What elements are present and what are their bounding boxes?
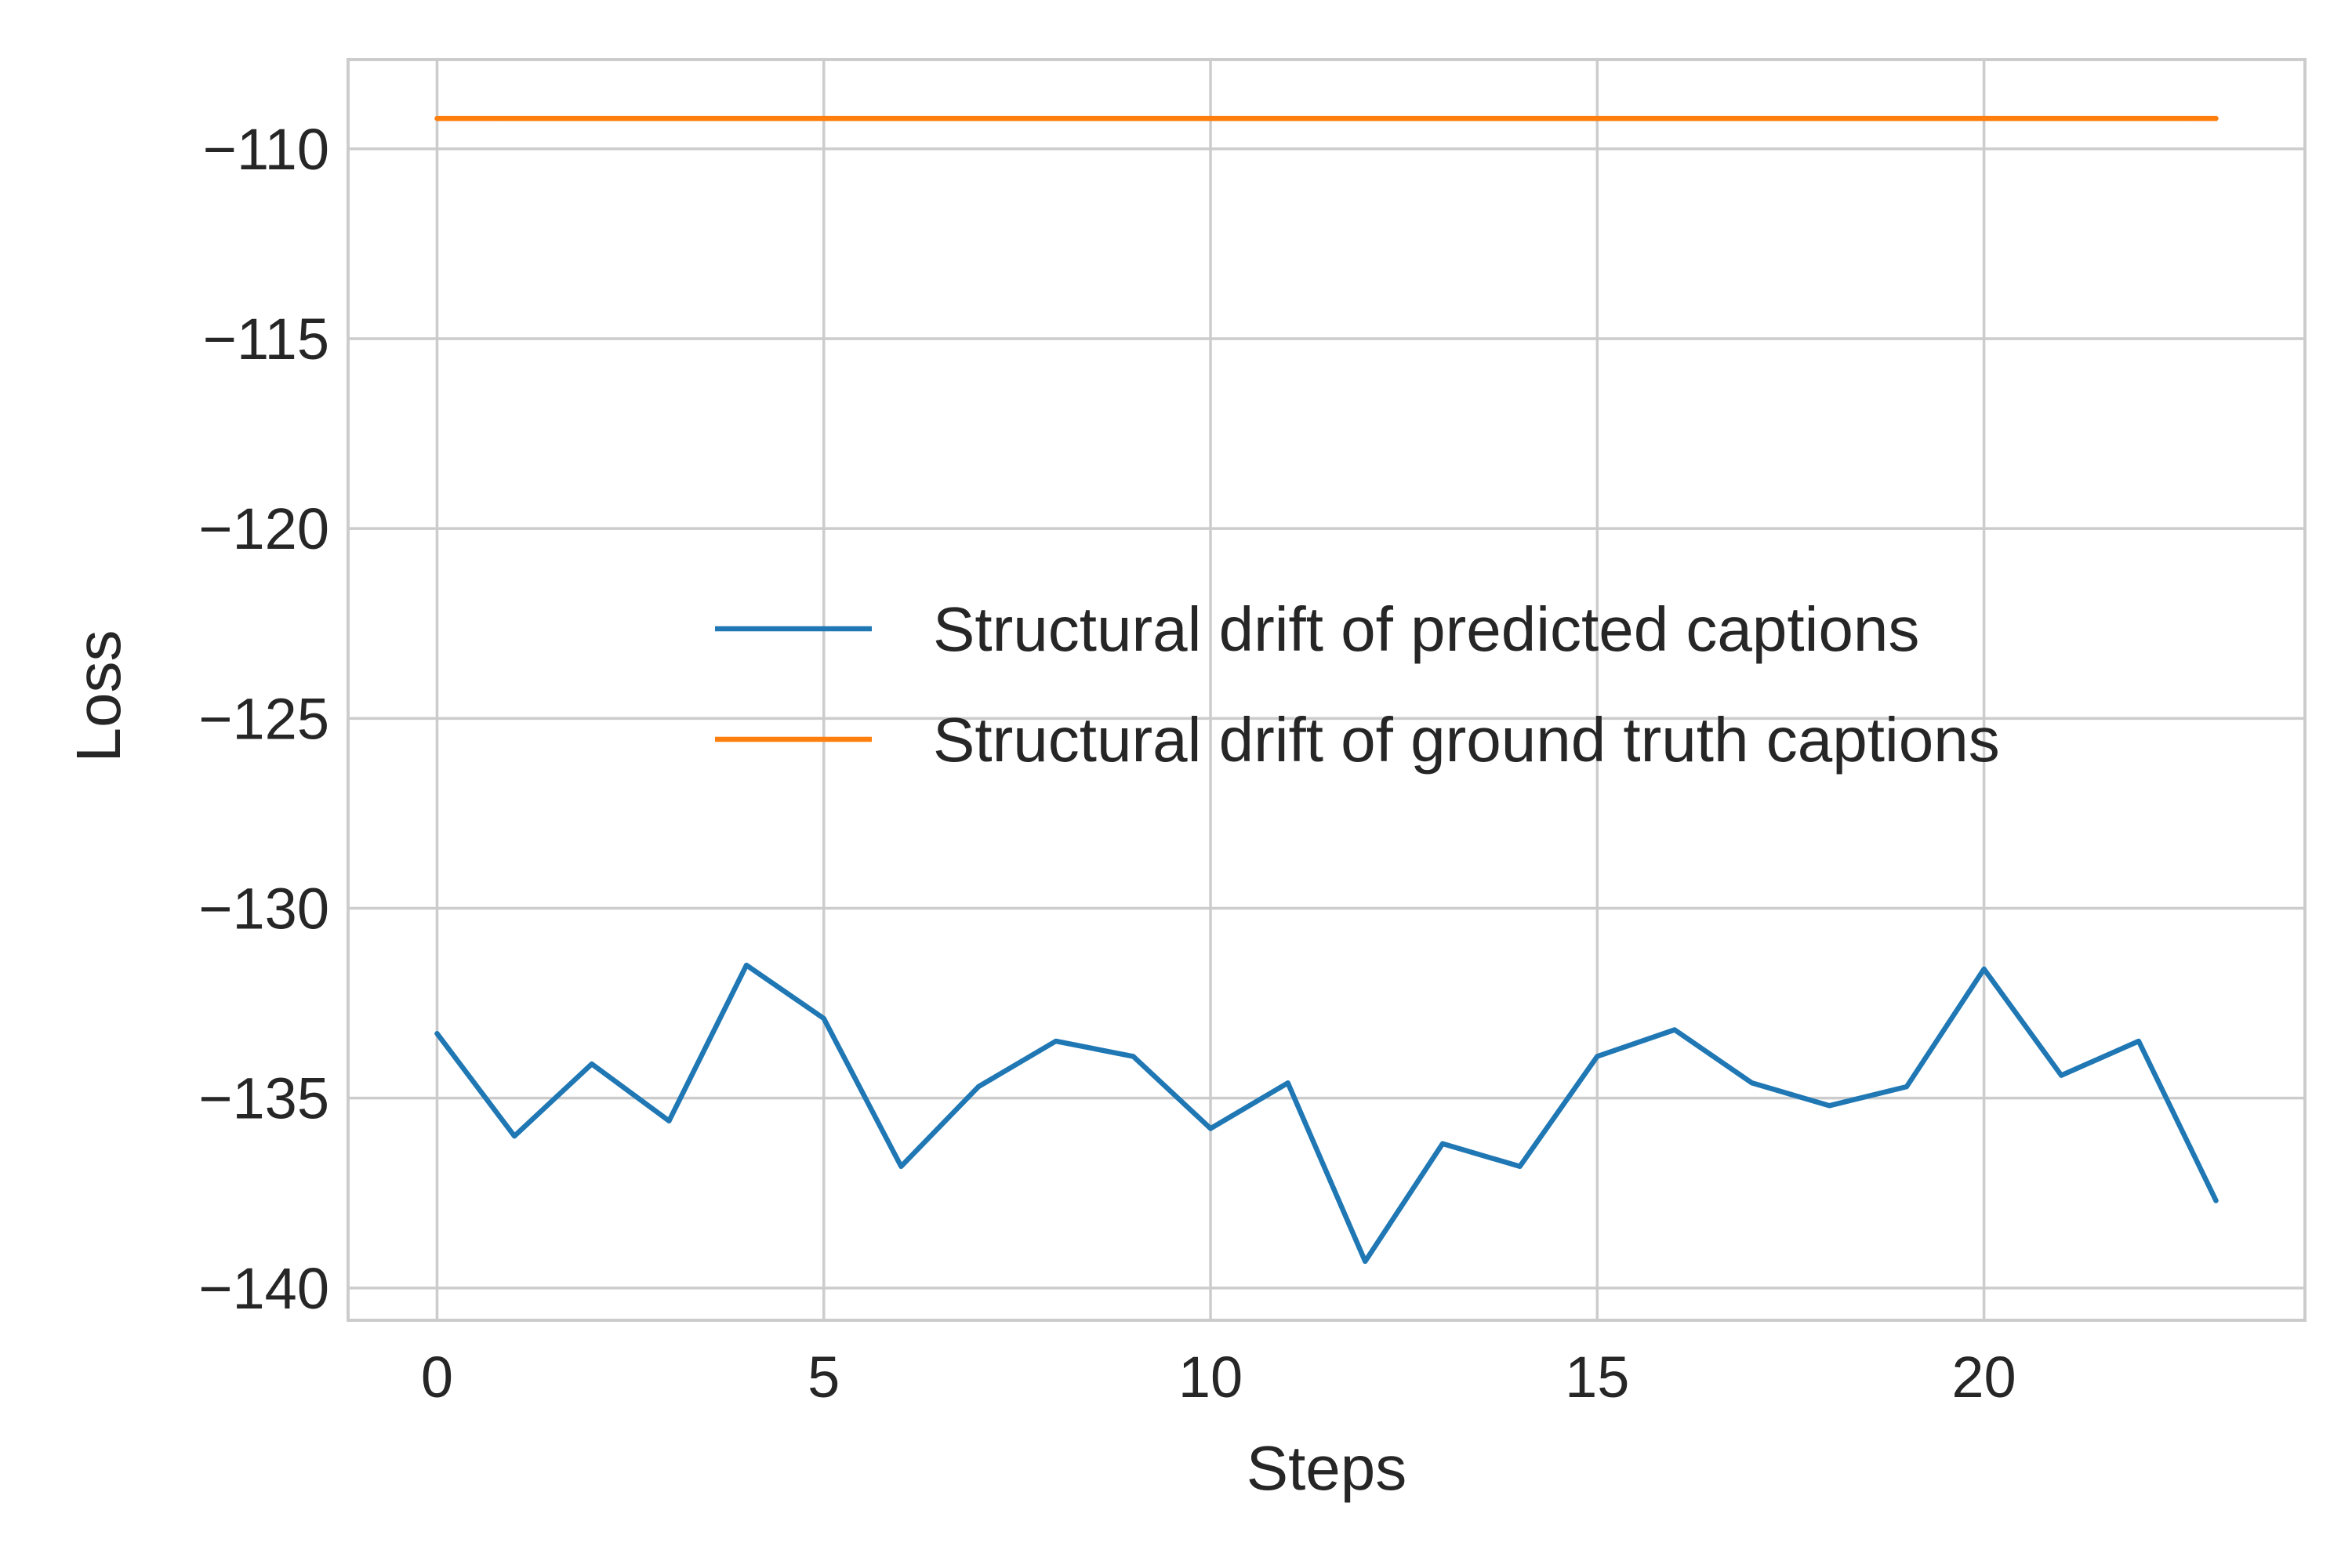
plot-frame — [347, 58, 2307, 1322]
y-tick-label: −110 — [203, 117, 329, 182]
y-tick-label: −140 — [198, 1256, 329, 1321]
y-tick-label: −135 — [198, 1066, 329, 1131]
x-tick-label: 10 — [1178, 1345, 1243, 1410]
series-line-predicted — [434, 962, 2219, 1265]
x-axis-label: Steps — [1247, 1433, 1407, 1503]
x-tick-label: 5 — [808, 1345, 840, 1410]
x-tick-label: 15 — [1565, 1345, 1629, 1410]
series-lines — [434, 115, 2219, 1265]
x-tick-label: 0 — [421, 1345, 453, 1410]
y-tick-label: −125 — [198, 686, 329, 751]
y-tick-label: −130 — [198, 876, 329, 941]
x-axis-ticks: 0 5 10 15 20 — [421, 1345, 2016, 1410]
y-axis-label: Loss — [64, 630, 133, 763]
legend-label-ground-truth: Structural drift of ground truth caption… — [933, 705, 2000, 775]
legend: Structural drift of predicted captions S… — [715, 594, 2000, 775]
x-tick-label: 20 — [1951, 1345, 2016, 1410]
y-tick-label: −115 — [203, 307, 329, 372]
y-axis-ticks: −110 −115 −120 −125 −130 −135 −140 — [198, 117, 329, 1321]
grid — [348, 60, 2305, 1320]
y-tick-label: −120 — [198, 496, 329, 561]
legend-label-predicted: Structural drift of predicted captions — [933, 594, 1919, 664]
